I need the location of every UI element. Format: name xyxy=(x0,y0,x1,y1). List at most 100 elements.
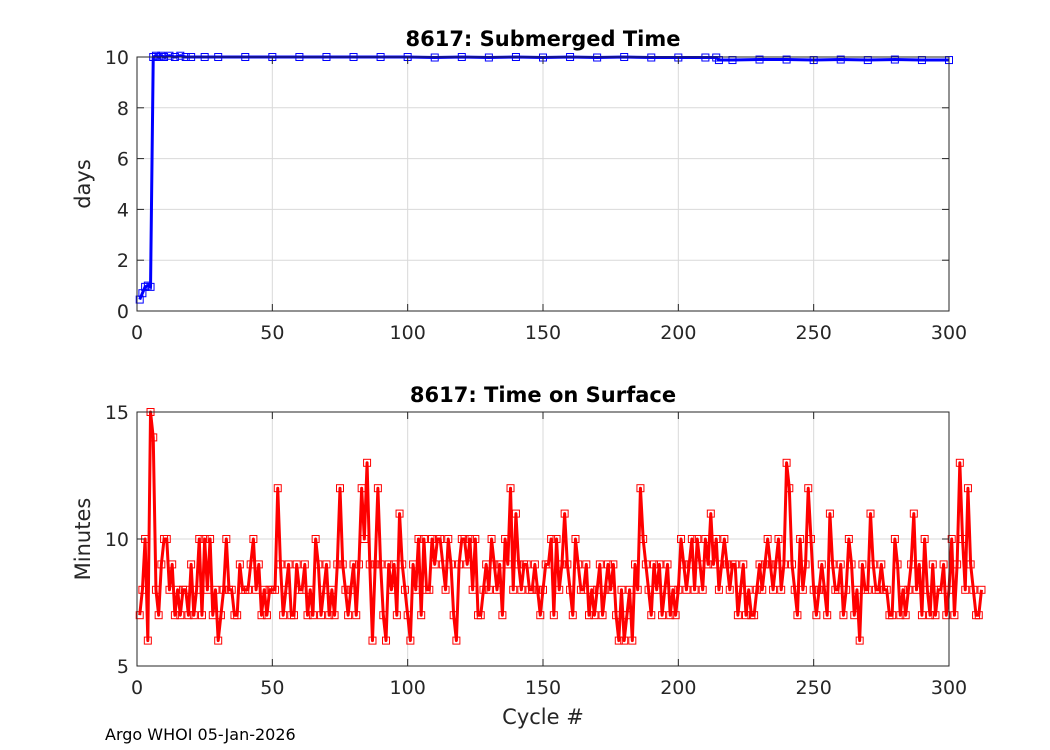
data-point-marker xyxy=(682,585,691,594)
data-point-marker xyxy=(314,560,323,569)
data-point-marker xyxy=(720,535,729,543)
data-point-marker xyxy=(625,585,634,594)
y-tick-label: 8 xyxy=(117,98,129,120)
data-point-marker xyxy=(812,611,821,620)
data-point-marker xyxy=(766,560,775,569)
data-point-marker xyxy=(723,560,732,569)
data-point-marker xyxy=(428,535,437,543)
y-tick-label: 10 xyxy=(105,47,129,69)
data-point-marker xyxy=(317,611,326,620)
data-point-marker xyxy=(468,585,477,594)
data-point-marker xyxy=(390,560,399,569)
data-point-marker xyxy=(552,535,561,543)
data-point-marker xyxy=(506,484,515,493)
data-point-marker xyxy=(157,560,166,569)
data-point-marker xyxy=(593,585,602,594)
data-point-marker xyxy=(197,611,206,620)
data-point-marker xyxy=(622,611,631,620)
chart-title: 8617: Submerged Time xyxy=(405,27,680,51)
data-point-marker xyxy=(376,560,385,569)
data-point-marker xyxy=(695,560,704,569)
data-point-marker xyxy=(890,55,899,64)
data-point-marker xyxy=(503,560,512,569)
data-point-marker xyxy=(863,585,872,594)
data-point-marker xyxy=(769,585,778,594)
data-point-marker xyxy=(165,585,174,594)
data-point-marker xyxy=(195,535,204,543)
data-point-marker xyxy=(647,53,656,62)
data-point-marker xyxy=(717,560,726,569)
data-point-marker xyxy=(235,560,244,569)
data-point-marker xyxy=(839,611,848,620)
data-point-marker xyxy=(763,535,772,543)
x-tick-label: 200 xyxy=(660,677,696,699)
data-point-marker xyxy=(603,560,612,569)
data-point-marker xyxy=(739,560,748,569)
data-point-marker xyxy=(243,585,252,594)
data-point-marker xyxy=(733,611,742,620)
data-point-marker xyxy=(522,560,531,569)
data-point-marker xyxy=(319,585,328,594)
data-point-marker xyxy=(915,560,924,569)
data-point-marker xyxy=(135,611,144,620)
x-tick-label: 150 xyxy=(525,322,561,344)
data-point-marker xyxy=(346,585,355,594)
data-point-marker xyxy=(170,611,179,620)
data-point-marker xyxy=(579,585,588,594)
x-tick-label: 300 xyxy=(931,322,967,344)
data-point-marker xyxy=(533,585,542,594)
data-point-marker xyxy=(417,611,426,620)
data-point-marker xyxy=(425,585,434,594)
data-point-marker xyxy=(606,585,615,594)
data-point-marker xyxy=(804,484,813,493)
data-point-marker xyxy=(568,611,577,620)
data-point-marker xyxy=(704,560,713,569)
data-point-marker xyxy=(557,560,566,569)
data-point-marker xyxy=(227,585,236,594)
data-point-marker xyxy=(958,535,967,543)
data-point-marker xyxy=(398,560,407,569)
data-point-marker xyxy=(777,585,786,594)
data-point-marker xyxy=(219,585,228,594)
data-point-marker xyxy=(963,484,972,493)
data-point-marker xyxy=(176,51,185,60)
data-point-marker xyxy=(866,509,875,518)
data-point-marker xyxy=(322,560,331,569)
data-point-marker xyxy=(338,560,347,569)
data-point-marker xyxy=(176,611,185,620)
data-point-marker xyxy=(395,509,404,518)
data-point-marker xyxy=(620,636,629,645)
data-point-marker xyxy=(614,636,623,645)
data-point-marker xyxy=(660,585,669,594)
y-tick-label: 5 xyxy=(117,656,129,678)
data-point-marker xyxy=(465,535,474,543)
data-point-marker xyxy=(834,585,843,594)
data-point-marker xyxy=(909,509,918,518)
data-point-marker xyxy=(479,585,488,594)
data-point-marker xyxy=(492,585,501,594)
data-point-marker xyxy=(206,535,215,543)
data-point-marker xyxy=(836,55,845,64)
data-point-marker xyxy=(679,560,688,569)
data-point-marker xyxy=(920,535,929,543)
x-tick-label: 100 xyxy=(390,322,426,344)
y-tick-label: 10 xyxy=(105,529,129,551)
footer-credit: Argo WHOI 05-Jan-2026 xyxy=(105,725,296,744)
data-point-marker xyxy=(601,585,610,594)
data-point-marker xyxy=(647,611,656,620)
data-point-marker xyxy=(898,585,907,594)
data-point-marker xyxy=(281,585,290,594)
data-point-marker xyxy=(254,560,263,569)
data-point-marker xyxy=(809,585,818,594)
data-point-marker xyxy=(222,535,231,543)
data-point-marker xyxy=(509,585,518,594)
data-point-marker xyxy=(284,560,293,569)
data-point-marker xyxy=(357,484,366,493)
data-point-marker xyxy=(392,611,401,620)
data-point-marker xyxy=(303,611,312,620)
data-point-marker xyxy=(200,535,209,543)
data-point-marker xyxy=(341,585,350,594)
data-point-marker xyxy=(639,535,648,543)
data-point-marker xyxy=(693,535,702,543)
data-point-marker xyxy=(628,636,637,645)
